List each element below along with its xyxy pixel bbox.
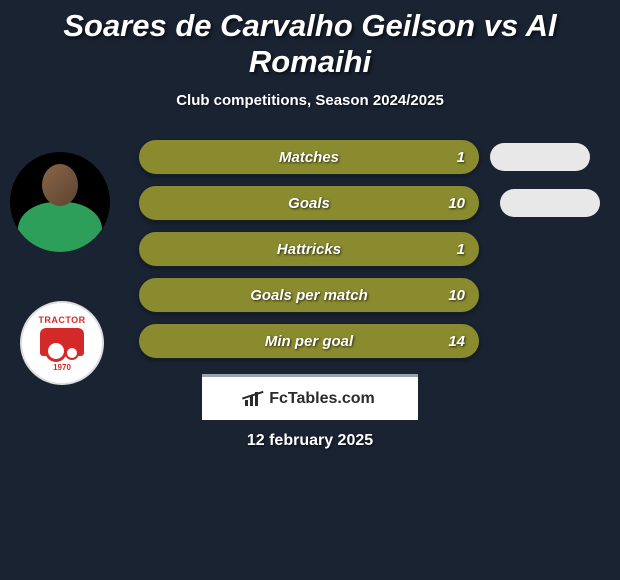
club-year: 1970 xyxy=(53,363,71,372)
tractor-icon xyxy=(40,328,84,356)
stat-value: 14 xyxy=(448,333,465,350)
stat-value: 1 xyxy=(457,149,465,166)
page-title: Soares de Carvalho Geilson vs Al Romaihi xyxy=(0,0,620,80)
club-name: TRACTOR xyxy=(38,315,85,325)
stat-bar: Goals per match 10 xyxy=(138,277,480,313)
stat-label: Hattricks xyxy=(139,241,479,258)
stat-label: Min per goal xyxy=(139,333,479,350)
stat-value: 10 xyxy=(448,287,465,304)
avatar-head-shape xyxy=(42,164,78,206)
subtitle: Club competitions, Season 2024/2025 xyxy=(0,92,620,109)
brand-text: FcTables.com xyxy=(269,390,375,408)
avatar-body-shape xyxy=(18,202,102,252)
stat-value: 1 xyxy=(457,241,465,258)
stat-bar: Matches 1 xyxy=(138,139,480,175)
stat-bar: Min per goal 14 xyxy=(138,323,480,359)
club-badge: TRACTOR 1970 xyxy=(20,301,104,385)
chart-icon xyxy=(245,392,263,406)
comparison-pill xyxy=(500,189,600,217)
comparison-pill xyxy=(490,143,590,171)
comparison-area: TRACTOR 1970 Matches 1 Goals 10 Hattrick… xyxy=(0,139,620,389)
stats-bars: Matches 1 Goals 10 Hattricks 1 Goals per… xyxy=(138,139,480,369)
stat-label: Matches xyxy=(139,149,479,166)
stat-label: Goals xyxy=(139,195,479,212)
stat-bar: Goals 10 xyxy=(138,185,480,221)
brand-badge: FcTables.com xyxy=(202,374,418,420)
stat-value: 10 xyxy=(448,195,465,212)
stat-bar: Hattricks 1 xyxy=(138,231,480,267)
player-avatar xyxy=(10,152,110,252)
date-text: 12 february 2025 xyxy=(0,432,620,450)
stat-label: Goals per match xyxy=(139,287,479,304)
